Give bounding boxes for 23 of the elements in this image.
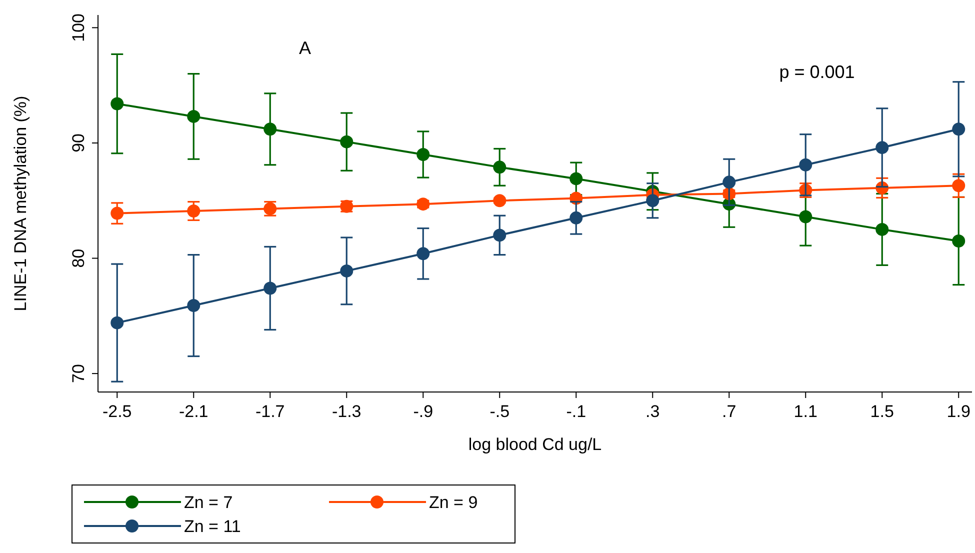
y-tick-label: 80	[69, 248, 88, 268]
x-tick-label: .7	[722, 402, 736, 421]
x-tick-label: -.5	[490, 402, 510, 421]
x-tick-label: -.9	[413, 402, 434, 421]
x-tick-label: -2.5	[102, 402, 132, 421]
x-tick-label: -2.1	[178, 402, 208, 421]
x-tick-label: 1.5	[870, 402, 894, 421]
legend-label: Zn = 9	[429, 493, 478, 512]
x-tick-label: -.1	[566, 402, 586, 421]
legend-label: Zn = 11	[184, 517, 241, 536]
annotation: A	[298, 38, 312, 58]
y-axis-title: LINE-1 DNA methylation (%)	[11, 96, 30, 312]
x-axis-title: log blood Cd ug/L	[468, 435, 602, 454]
x-tick-label: -1.3	[332, 402, 362, 421]
x-tick-label: -1.7	[255, 402, 285, 421]
legend-label: Zn = 7	[184, 493, 233, 512]
x-tick-label: .3	[646, 402, 660, 421]
y-tick-label: 90	[69, 134, 88, 152]
x-tick-label: 1.9	[946, 402, 970, 421]
x-tick-label: 1.1	[794, 402, 818, 421]
y-tick-label: 100	[69, 13, 88, 42]
annotation: p = 0.001	[779, 62, 855, 82]
y-tick-label: 70	[69, 364, 88, 384]
